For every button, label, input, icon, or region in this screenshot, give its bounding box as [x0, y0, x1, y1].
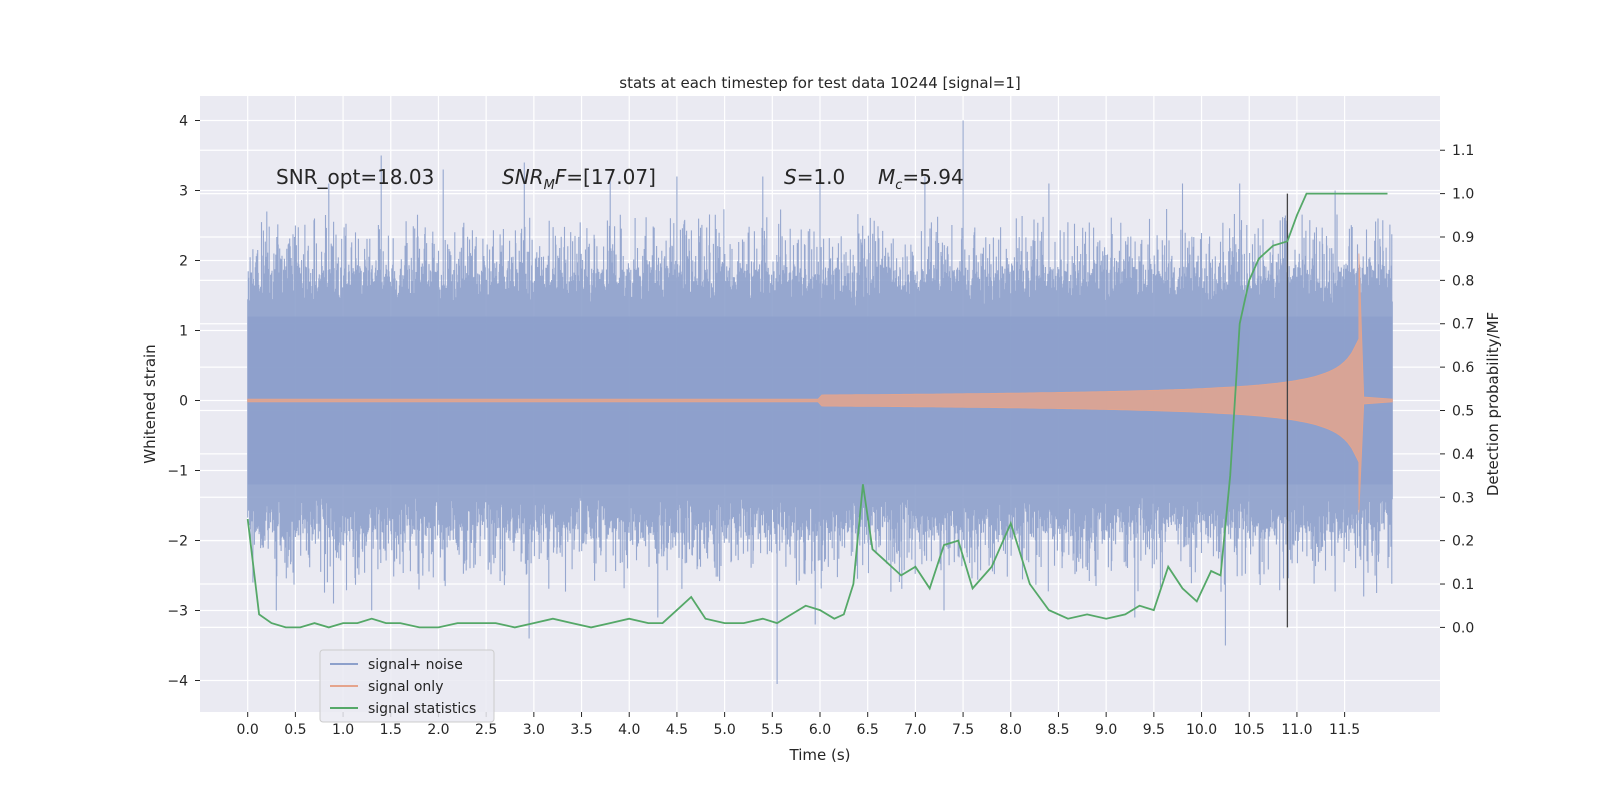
y-left-tick-label: 0	[179, 394, 188, 410]
y-left-tick-label: 2	[179, 254, 188, 270]
x-tick-label: 0.5	[284, 722, 306, 738]
x-tick-label: 5.0	[713, 722, 735, 738]
data-layer	[246, 120, 1393, 684]
x-tick-label: 10.0	[1186, 722, 1217, 738]
annotation-mc-sub: c	[895, 178, 902, 193]
x-axis-ticks: 0.0 0.5 1.0 1.5 2.0 2.5 3.0 3.5 4.0 4.5 5.0 5.5 6.0 6…	[237, 712, 1360, 738]
annotation-snr-mf-sub: M	[544, 178, 555, 193]
annotations: SNR_opt=18.03 SNRMF=[17.07] S=1.0 Mc=5.9…	[276, 165, 964, 193]
y-axis-right-label: Detection probability/MF	[1484, 312, 1502, 496]
annotation-snr-mf-rest-italic: F	[555, 165, 567, 189]
x-tick-label: 4.5	[666, 722, 688, 738]
annotation-s-italic: S	[784, 165, 797, 189]
annotation-snr-mf-rest: =[17.07]	[566, 165, 656, 189]
x-tick-label: 8.0	[1000, 722, 1022, 738]
legend-label-signal-only: signal only	[368, 679, 443, 695]
y-right-tick-label: 0.7	[1452, 317, 1474, 333]
legend: signal+ noise signal only signal statist…	[319, 649, 495, 723]
y-right-tick-label: 0.5	[1452, 404, 1474, 420]
y-left-tick-label: 1	[179, 324, 188, 340]
legend-box	[319, 649, 495, 723]
x-tick-label: 11.5	[1329, 722, 1360, 738]
x-tick-label: 1.0	[332, 722, 354, 738]
x-tick-label: 3.0	[523, 722, 545, 738]
y-right-tick-label: 0.1	[1452, 577, 1474, 593]
chart-title: stats at each timestep for test data 102…	[619, 74, 1020, 92]
signal-only-series	[247, 253, 1393, 513]
x-tick-label: 7.5	[952, 722, 974, 738]
annotation-snr-mf: SNRMF=[17.07]	[502, 165, 656, 193]
x-tick-label: 1.5	[380, 722, 402, 738]
annotation-mc: Mc=5.94	[878, 165, 964, 193]
y-left-tick-label: −2	[167, 534, 188, 550]
x-tick-label: 6.0	[809, 722, 831, 738]
x-tick-label: 4.0	[618, 722, 640, 738]
x-tick-label: 9.0	[1095, 722, 1117, 738]
legend-label-signal-statistics: signal statistics	[368, 701, 476, 717]
y-axis-left-ticks: 4 3 2 1 0 −1 −2 −3 −4	[167, 114, 200, 690]
x-tick-label: 2.5	[475, 722, 497, 738]
x-tick-label: 6.5	[857, 722, 879, 738]
y-right-tick-label: 0.0	[1452, 620, 1474, 636]
x-tick-label: 9.5	[1143, 722, 1165, 738]
x-tick-label: 5.5	[761, 722, 783, 738]
y-right-tick-label: 0.4	[1452, 447, 1474, 463]
annotation-s-rest: =1.0	[797, 165, 846, 189]
x-tick-label: 3.5	[570, 722, 592, 738]
y-right-tick-label: 0.9	[1452, 230, 1474, 246]
y-right-tick-label: 1.1	[1452, 143, 1474, 159]
annotation-s: S=1.0	[784, 165, 845, 189]
y-left-tick-label: −4	[167, 674, 188, 690]
annotation-mc-italic: M	[878, 165, 895, 189]
x-tick-label: 8.5	[1047, 722, 1069, 738]
y-left-tick-label: −3	[167, 604, 188, 620]
signal-statistics-line	[246, 192, 1388, 629]
y-left-tick-label: 3	[179, 184, 188, 200]
x-tick-label: 11.0	[1281, 722, 1312, 738]
annotation-snr-mf-main: SNR	[502, 165, 544, 189]
legend-label-signal-noise: signal+ noise	[368, 657, 463, 673]
x-tick-label: 2.0	[427, 722, 449, 738]
x-axis-label: Time (s)	[789, 746, 851, 764]
signal-chirp-area	[247, 253, 1393, 513]
y-axis-right-ticks: 1.1 1.0 0.9 0.8 0.7 0.6 0.5 0.4 0.3 0.2 0.1 0.0	[1440, 143, 1474, 636]
x-tick-label: 10.5	[1234, 722, 1265, 738]
y-left-tick-label: 4	[179, 114, 188, 130]
y-left-tick-label: −1	[167, 464, 188, 480]
y-right-tick-label: 0.8	[1452, 273, 1474, 289]
annotation-snr-opt: SNR_opt=18.03	[276, 165, 434, 189]
annotation-mc-rest: =5.94	[902, 165, 963, 189]
y-right-tick-label: 1.0	[1452, 187, 1474, 203]
y-right-tick-label: 0.2	[1452, 534, 1474, 550]
x-tick-label: 7.0	[904, 722, 926, 738]
x-tick-label: 0.0	[237, 722, 259, 738]
y-right-tick-label: 0.6	[1452, 360, 1474, 376]
y-axis-left-label: Whitened strain	[141, 344, 159, 463]
y-right-tick-label: 0.3	[1452, 490, 1474, 506]
